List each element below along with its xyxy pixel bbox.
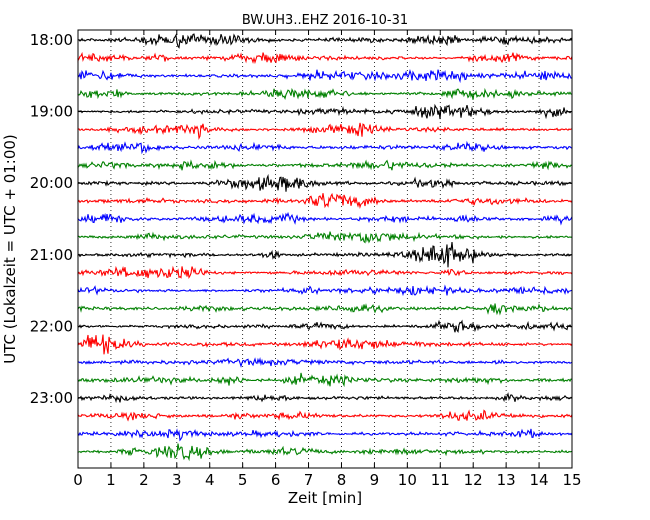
- plot-frame: [77, 29, 573, 469]
- x-tick-label: 6: [271, 471, 281, 489]
- trace-line: [77, 211, 573, 226]
- x-tick-label: 0: [73, 471, 83, 489]
- y-tick-label: 18:00: [30, 31, 73, 49]
- trace-line: [77, 242, 573, 268]
- x-tick-label: 7: [304, 471, 314, 489]
- trace-line: [77, 173, 573, 192]
- trace-line: [77, 428, 573, 442]
- trace-line: [77, 284, 573, 297]
- y-tick-label: 20:00: [30, 174, 73, 192]
- trace-line: [77, 140, 573, 155]
- x-tick-label: 11: [431, 471, 450, 489]
- x-tick-label: 9: [370, 471, 380, 489]
- trace-line: [77, 33, 573, 49]
- trace-line: [77, 372, 573, 388]
- trace-line: [77, 231, 573, 244]
- x-tick-label: 10: [398, 471, 417, 489]
- y-tick-label: 23:00: [30, 389, 73, 407]
- trace-line: [77, 69, 573, 84]
- seismogram-traces: [77, 33, 573, 462]
- trace-line: [77, 87, 572, 101]
- x-tick-label: 1: [106, 471, 116, 489]
- x-tick-label: 4: [205, 471, 215, 489]
- trace-line: [77, 319, 573, 334]
- x-tick-label: 2: [139, 471, 149, 489]
- trace-line: [77, 122, 572, 141]
- y-axis-label: UTC (Lokalzeit = UTC + 01:00): [1, 134, 19, 364]
- chart-title: BW.UH3..EHZ 2016-10-31: [242, 13, 408, 28]
- trace-line: [77, 409, 573, 422]
- trace-line: [77, 265, 573, 279]
- y-tick-label: 19:00: [30, 103, 73, 121]
- trace-line: [77, 357, 573, 368]
- trace-line: [77, 303, 573, 316]
- y-axis-ticks: 18:00 19:00 20:00 21:00 22:00 23:00: [30, 31, 572, 407]
- x-tick-label: 5: [238, 471, 248, 489]
- trace-line: [77, 443, 572, 462]
- y-tick-label: 22:00: [30, 317, 73, 335]
- trace-line: [77, 51, 573, 65]
- x-axis-label: Zeit [min]: [288, 489, 362, 507]
- x-tick-label: 3: [172, 471, 182, 489]
- x-tick-label: 14: [530, 471, 549, 489]
- x-tick-label: 12: [464, 471, 483, 489]
- x-tick-label: 13: [497, 471, 516, 489]
- trace-line: [77, 334, 573, 355]
- trace-line: [77, 103, 573, 120]
- y-tick-label: 21:00: [30, 246, 73, 264]
- x-tick-label: 15: [562, 471, 581, 489]
- trace-line: [77, 192, 573, 209]
- x-axis-ticks: 0 1 2 3 4 5 6 7 8 9 10 11 12 13 14 15: [73, 30, 582, 489]
- x-tick-label: 8: [337, 471, 347, 489]
- trace-line: [77, 159, 573, 171]
- trace-line: [77, 392, 573, 404]
